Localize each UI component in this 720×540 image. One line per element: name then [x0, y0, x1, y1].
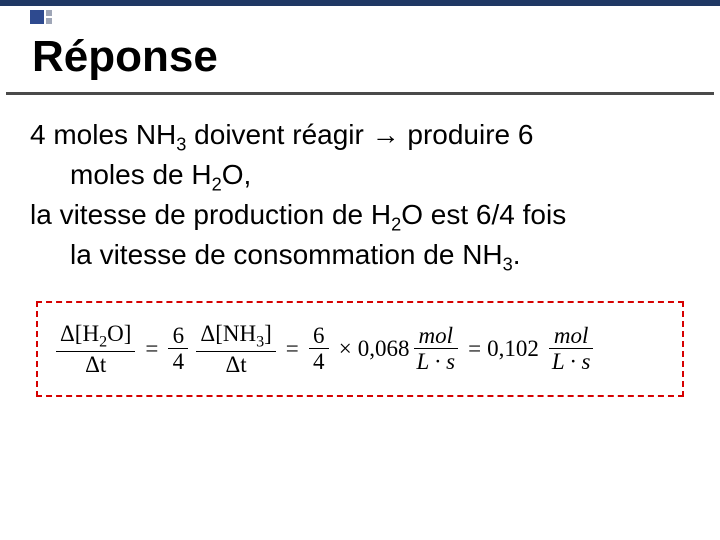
dt: Δt — [222, 352, 251, 377]
fraction: 6 4 — [309, 323, 329, 375]
fraction: 6 4 — [168, 323, 188, 375]
arrow-icon: → — [372, 119, 400, 150]
text: . — [513, 239, 521, 270]
sub: 3 — [256, 333, 264, 350]
text: O est 6/4 fois — [401, 199, 566, 230]
text: 4 moles NH — [30, 119, 176, 150]
value: 0,068 — [358, 336, 410, 362]
equation: Δ[H2O] Δt = 6 4 Δ[NH3] Δt = 6 4 × — [52, 321, 668, 378]
text: moles de H — [70, 159, 212, 190]
title-underline — [6, 92, 714, 95]
slide-title: Réponse — [32, 32, 720, 82]
t: O] — [107, 321, 131, 346]
text: O, — [222, 159, 252, 190]
text-indent: la vitesse de consommation de NH3. — [30, 237, 684, 277]
times: × — [339, 336, 352, 362]
equals: = — [286, 336, 299, 362]
text: doivent réagir — [186, 119, 371, 150]
unit-num: mol — [551, 323, 592, 348]
fraction: Δ[H2O] Δt — [56, 321, 135, 378]
text: produire 6 — [400, 119, 534, 150]
sub: 2 — [99, 333, 107, 350]
top-border — [0, 0, 720, 6]
fraction: Δ[NH3] Δt — [196, 321, 275, 378]
sub: 2 — [212, 174, 222, 194]
body-text: 4 moles NH3 doivent réagir → produire 6 … — [30, 117, 684, 277]
value: 0,102 — [487, 336, 539, 362]
den: 4 — [309, 349, 329, 374]
unit-den: L · s — [414, 349, 459, 374]
sub: 2 — [391, 214, 401, 234]
t: [NH — [215, 321, 256, 346]
unit-num: mol — [416, 323, 457, 348]
unit-den: L · s — [549, 349, 594, 374]
accent-decoration — [30, 10, 52, 24]
delta: Δ — [200, 321, 215, 346]
equals: = — [145, 336, 158, 362]
dt: Δt — [81, 352, 110, 377]
text-indent: moles de H2O, — [30, 157, 684, 197]
delta: Δ — [60, 321, 75, 346]
text: la vitesse de production de H — [30, 199, 391, 230]
den: 4 — [169, 349, 189, 374]
unit-fraction: mol L · s — [549, 323, 594, 375]
t: [H — [75, 321, 99, 346]
t: ] — [264, 321, 272, 346]
sub: 3 — [503, 254, 513, 274]
equals: = — [468, 336, 481, 362]
num: 6 — [309, 323, 329, 348]
slide: Réponse 4 moles NH3 doivent réagir → pro… — [0, 0, 720, 540]
sub: 3 — [176, 135, 186, 155]
unit-fraction: mol L · s — [414, 323, 459, 375]
equation-box: Δ[H2O] Δt = 6 4 Δ[NH3] Δt = 6 4 × — [36, 301, 684, 398]
num: 6 — [169, 323, 189, 348]
text: la vitesse de consommation de NH — [70, 239, 503, 270]
